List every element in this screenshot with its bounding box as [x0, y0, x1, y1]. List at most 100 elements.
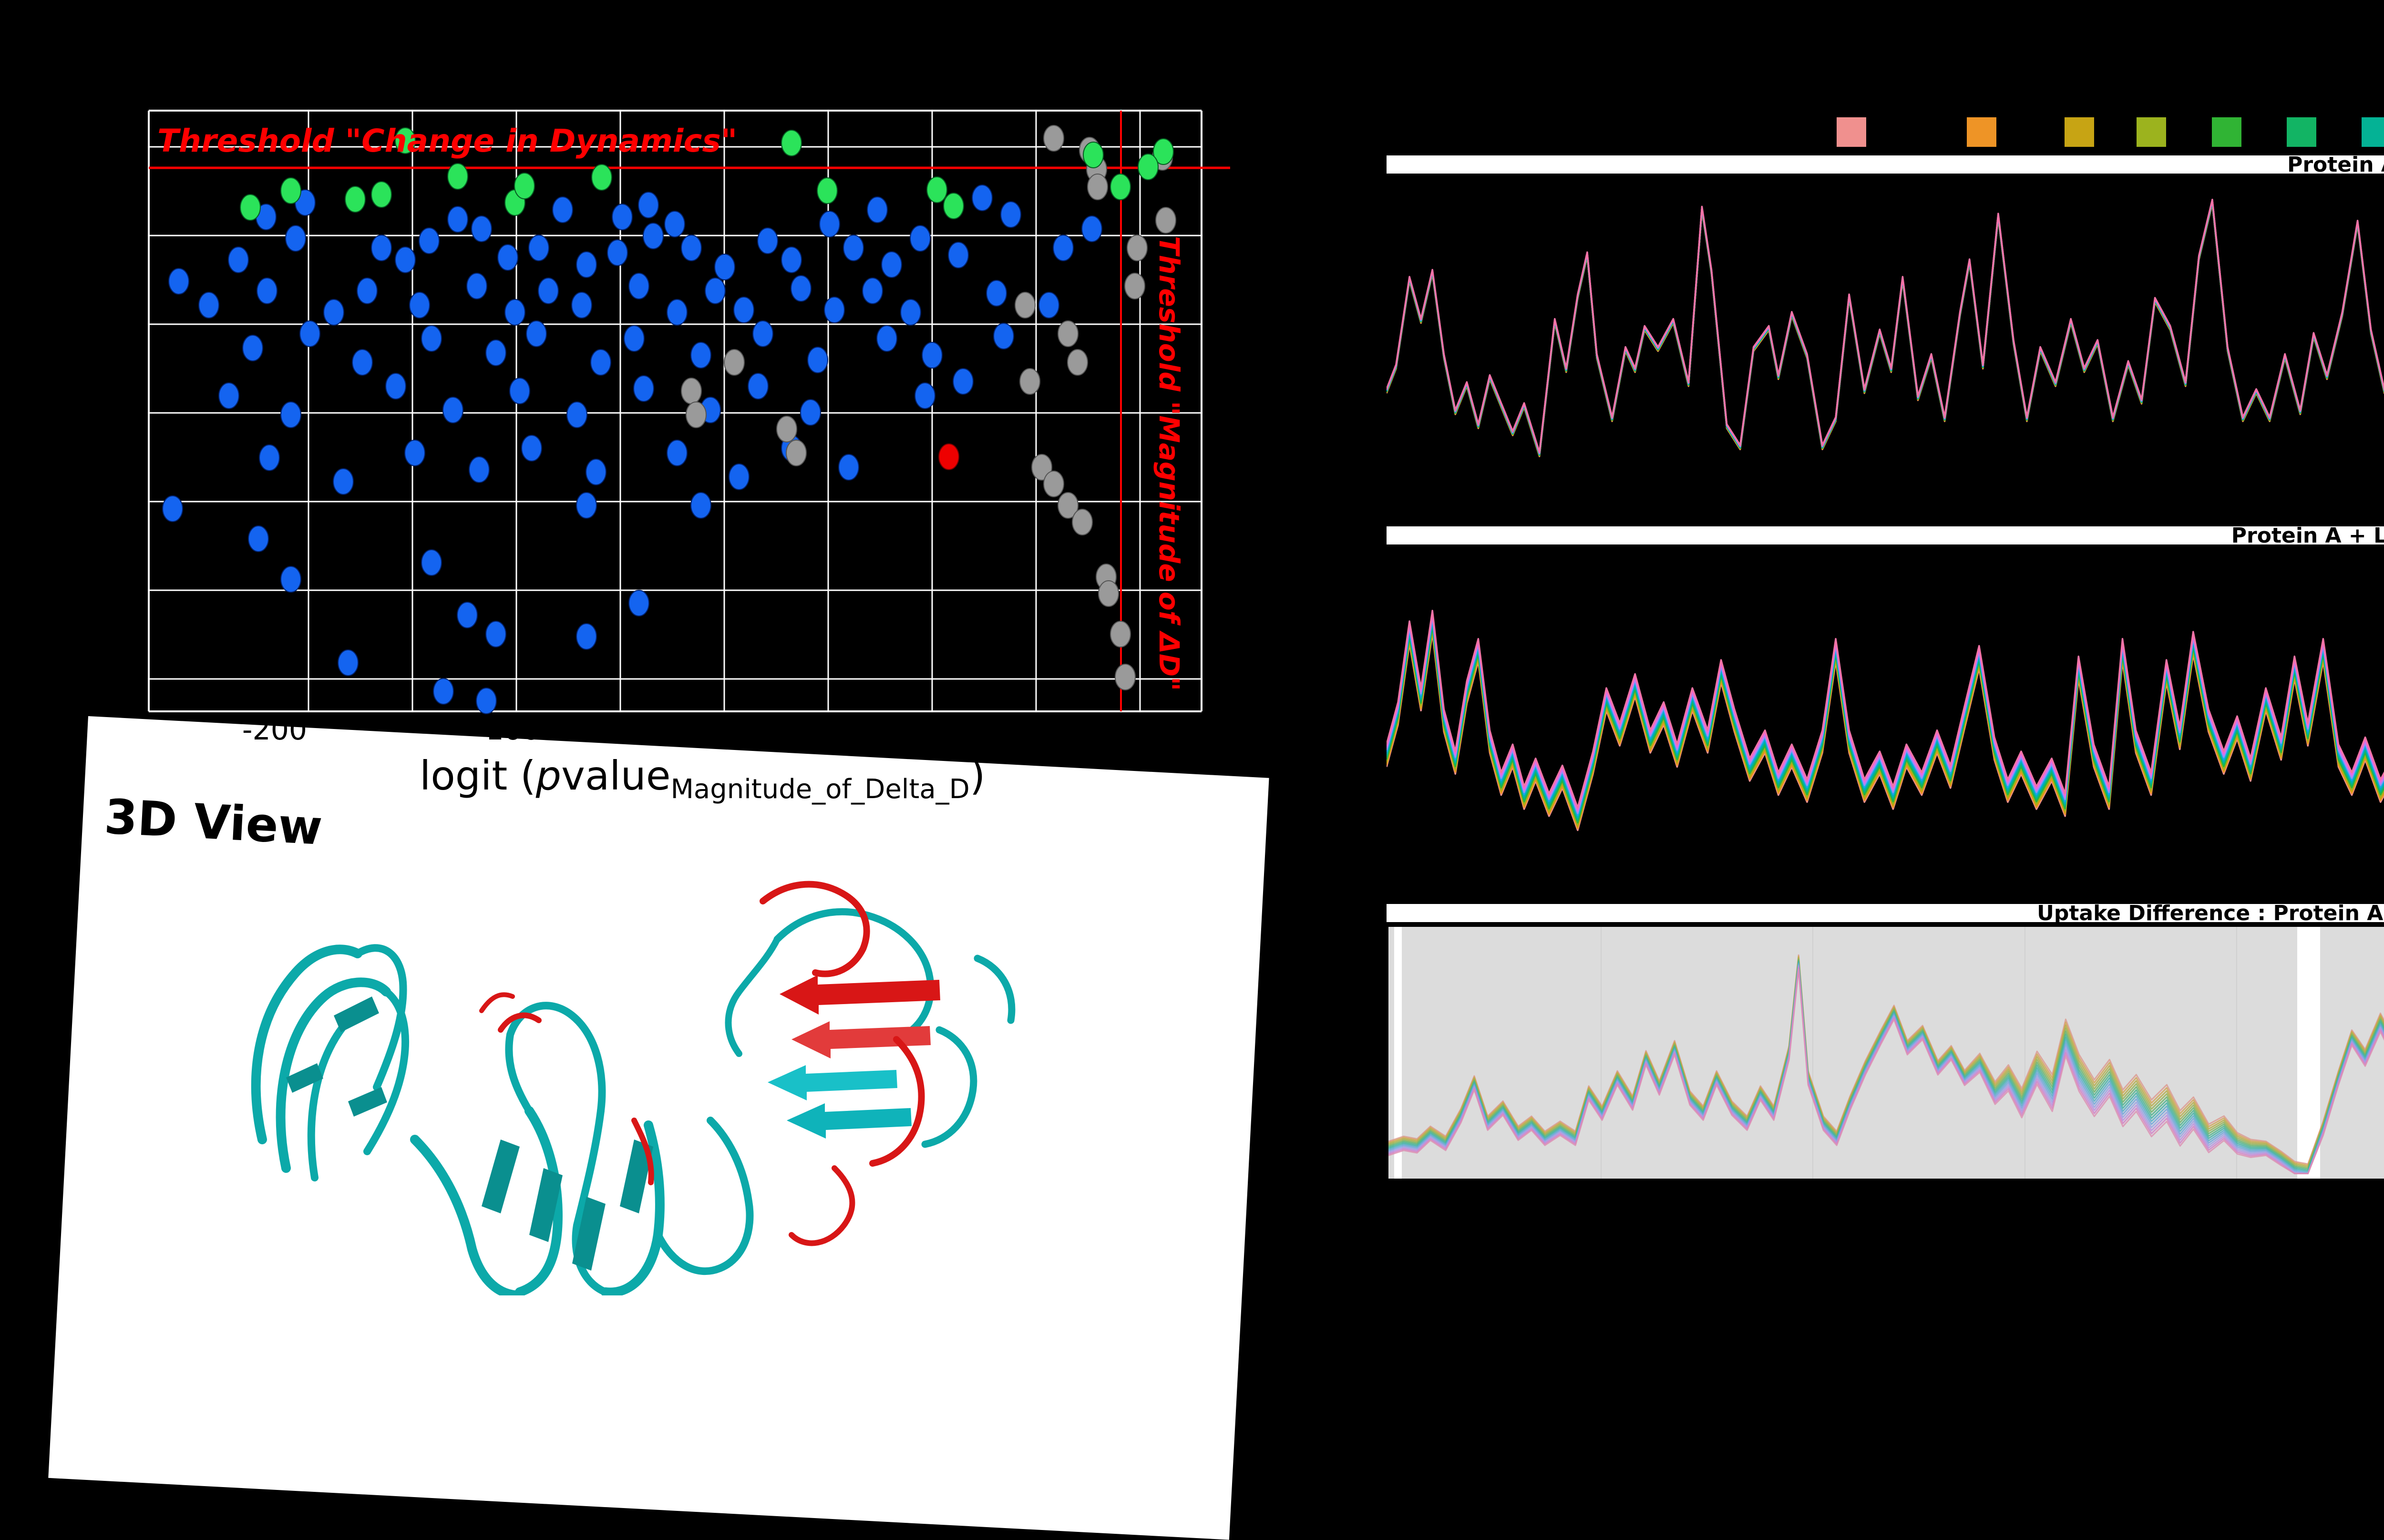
volcano-dot-blue [566, 401, 587, 428]
series-line-3 [1387, 202, 2384, 457]
volcano-dot-gray [1067, 349, 1088, 376]
volcano-dot-blue [881, 251, 902, 278]
protein-structure-graphic[interactable] [215, 873, 1049, 1295]
volcano-dot-blue [667, 299, 688, 326]
volcano-dot-gray [1124, 273, 1145, 299]
volcano-dot-blue [248, 525, 269, 552]
protein-red-arrows [780, 975, 940, 1058]
volcano-dot-blue [867, 196, 888, 223]
volcano-dot-blue [421, 325, 442, 352]
series-line-1 [1387, 203, 2384, 457]
volcano-dot-blue [748, 373, 769, 400]
volcano-dot-blue [421, 549, 442, 576]
volcano-dot-blue [509, 378, 530, 404]
volcano-dot-blue [447, 206, 468, 233]
volcano-dot-blue [526, 320, 547, 347]
volcano-dot-blue [681, 235, 702, 261]
volcano-gridlines [148, 110, 1202, 712]
volcano-dot-blue [162, 495, 183, 522]
volcano-dot-blue [485, 339, 506, 366]
volcano-dot-blue [576, 251, 597, 278]
volcano-dot-gray [1087, 174, 1108, 200]
volcano-dot-blue [385, 373, 406, 400]
volcano-dot-blue [800, 399, 821, 426]
volcano-dot-green [781, 130, 802, 156]
volcano-dot-blue [1081, 216, 1102, 242]
volcano-dot-blue [664, 211, 685, 237]
series-line-12 [1387, 199, 2384, 453]
volcano-dot-gray [1031, 454, 1052, 481]
volcano-dot-blue [242, 335, 263, 361]
panel-title-uptake-difference: Uptake Difference : Protein A - (Protein… [1387, 903, 2384, 924]
volcano-dot-gray [786, 440, 807, 466]
volcano-dot-blue [590, 349, 611, 376]
volcano-scatter-points [162, 125, 1176, 714]
volcano-dot-blue [469, 456, 490, 483]
volcano-dot-blue [633, 375, 654, 402]
volcano-plot: Threshold "Change in Dynamics" Threshold… [148, 110, 1230, 714]
p3-white-gap [2297, 927, 2321, 1179]
volcano-dot-blue [628, 590, 649, 616]
volcano-dot-blue [714, 254, 735, 280]
volcano-dot-blue [1038, 292, 1059, 318]
volcano-dot-gray [776, 416, 797, 442]
volcano-dot-blue [485, 621, 506, 647]
volcano-dot-blue [218, 382, 239, 409]
series-line-13 [1388, 968, 2384, 1174]
volcano-dot-gray [1115, 664, 1136, 690]
volcano-dot-blue [280, 566, 301, 593]
volcano-dot-blue [471, 216, 492, 242]
volcano-dot-green [817, 177, 838, 204]
volcano-dot-blue [807, 347, 828, 373]
protein-teal-loops [251, 908, 1016, 1295]
series-line-5 [1387, 201, 2384, 456]
volcano-dot-blue [333, 468, 354, 495]
volcano-dot-blue [1053, 235, 1074, 261]
series-line-2 [1387, 630, 2384, 830]
protein-red-loops [479, 881, 925, 1246]
uptake-chart-protein-a-ligand[interactable] [1387, 544, 2384, 896]
uptake-chart-protein-a[interactable] [1387, 174, 2384, 524]
volcano-dot-green [514, 173, 535, 199]
volcano-dot-blue [323, 299, 344, 326]
volcano-x-tick-minus200: -200 [242, 713, 308, 747]
volcano-dot-gray [681, 378, 702, 404]
volcano-x-tick-minus100: -100 [475, 713, 541, 747]
p3-white-sliver [1394, 927, 1402, 1179]
volcano-dot-gray [1015, 292, 1036, 318]
volcano-dot-blue [757, 227, 778, 254]
volcano-dot-green [240, 194, 261, 221]
volcano-dot-blue [781, 246, 802, 273]
volcano-dot-red [938, 443, 959, 470]
volcano-dot-blue [404, 440, 425, 466]
volcano-dot-blue [504, 299, 525, 326]
series-line-10 [1387, 199, 2384, 454]
threshold-change-in-dynamics-label: Threshold "Change in Dynamics" [157, 123, 737, 159]
volcano-dot-blue [419, 227, 440, 254]
volcano-dot-blue [552, 196, 573, 223]
legend-swatch-4 [2137, 117, 2166, 147]
volcano-dot-blue [910, 225, 931, 252]
volcano-dot-blue [395, 246, 416, 273]
volcano-dot-green [943, 193, 964, 219]
series-line-2 [1387, 202, 2384, 457]
volcano-dot-blue [690, 492, 711, 519]
panel-title-protein-a: Protein A [1387, 154, 2384, 175]
volcano-dot-blue [972, 185, 993, 211]
legend-swatch-7 [2362, 117, 2384, 147]
legend-swatch-5 [2212, 117, 2241, 147]
volcano-dot-green [395, 127, 416, 154]
volcano-dot-green [1110, 174, 1131, 200]
uptake-difference-chart-box[interactable] [1387, 925, 2384, 1181]
volcano-dot-blue [733, 297, 754, 323]
volcano-dot-green [371, 181, 392, 208]
p3-faint-gridline [1600, 927, 1602, 1179]
volcano-dot-blue [476, 688, 497, 714]
series-line-13 [1387, 609, 2384, 809]
volcano-dot-blue [352, 349, 373, 376]
volcano-dot-green [926, 176, 947, 203]
volcano-dot-gray [1019, 368, 1040, 395]
series-line-13 [1387, 198, 2384, 453]
volcano-dot-blue [228, 246, 249, 273]
volcano-dot-blue [338, 649, 359, 676]
